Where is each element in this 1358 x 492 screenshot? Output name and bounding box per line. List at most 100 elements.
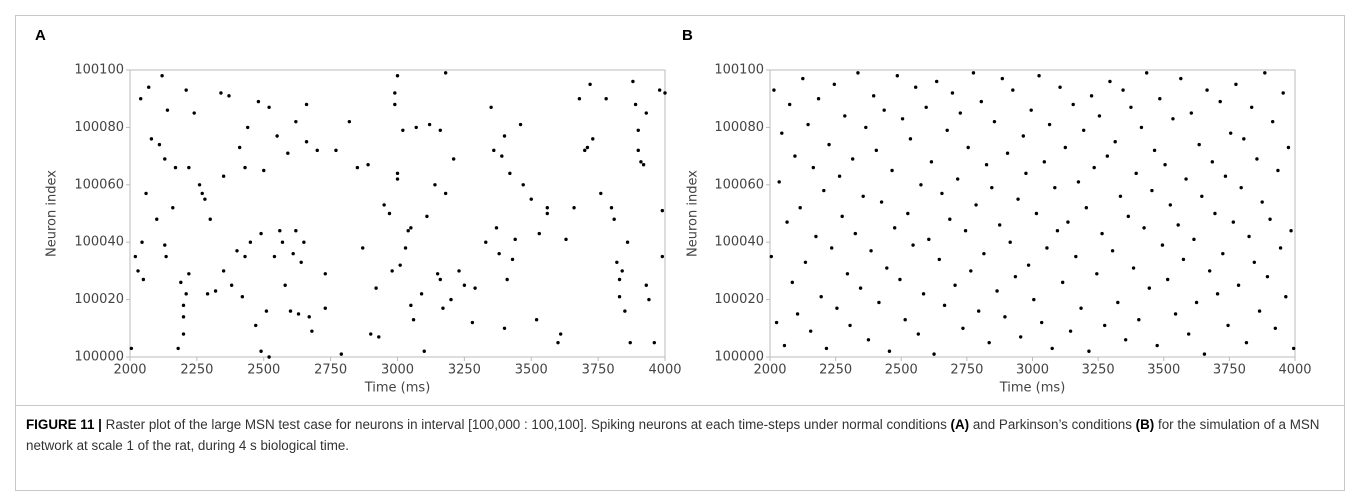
caption-text: and Parkinson’s conditions <box>972 417 1132 432</box>
spike-point <box>141 277 146 282</box>
spike-point <box>489 105 493 110</box>
spike-point <box>1171 117 1175 121</box>
spike-point <box>147 85 151 89</box>
spike-point <box>129 346 134 351</box>
spike-point <box>913 85 918 89</box>
spike-point <box>1152 148 1157 153</box>
spike-point <box>492 148 496 153</box>
spike-point <box>403 246 408 250</box>
x-tick-label: 3750 <box>1213 363 1246 378</box>
spike-point <box>585 145 590 150</box>
y-axis-label: Neuron index <box>45 170 60 257</box>
spike-point <box>187 272 191 276</box>
spike-point <box>1263 71 1267 75</box>
spike-point <box>219 91 223 95</box>
spike-point <box>633 102 638 107</box>
caption-ref: (B) <box>1135 417 1155 432</box>
spike-point <box>1021 134 1026 138</box>
caption-label: FIGURE 11 | <box>26 417 102 432</box>
spike-point <box>858 286 863 290</box>
spike-point <box>924 105 928 110</box>
caption-text: Raster plot of the large MSN test case f… <box>105 417 947 432</box>
spike-point <box>866 338 871 342</box>
spike-point <box>262 168 266 173</box>
spike-point <box>1116 300 1120 305</box>
spike-point <box>393 91 397 95</box>
spike-point <box>950 91 955 95</box>
spike-point <box>890 168 894 173</box>
spike-point <box>1097 114 1102 118</box>
spike-point <box>374 286 378 290</box>
spike-point <box>422 349 426 353</box>
spike-point <box>911 243 915 247</box>
spike-point <box>845 272 850 276</box>
spike-point <box>1200 194 1204 198</box>
spike-point <box>1134 171 1138 176</box>
spike-point <box>903 317 907 322</box>
spike-point <box>1060 280 1065 285</box>
spike-point <box>1037 74 1041 78</box>
spike-point <box>1286 145 1291 150</box>
spike-point <box>366 163 370 167</box>
spike-point <box>992 119 997 124</box>
x-tick-label: 3000 <box>381 363 414 378</box>
spike-point <box>409 303 413 308</box>
spike-point <box>583 148 587 153</box>
spike-point <box>1092 165 1096 170</box>
spike-point <box>310 329 314 333</box>
spike-point <box>772 88 776 92</box>
spike-point <box>1273 326 1278 330</box>
spike-point <box>945 128 949 132</box>
spike-point <box>827 142 831 147</box>
y-tick-label: 100060 <box>714 177 764 192</box>
spike-point <box>171 206 175 210</box>
spike-point <box>1071 102 1075 107</box>
caption: FIGURE 11 | Raster plot of the large MSN… <box>26 414 1326 456</box>
spike-point <box>1018 335 1023 339</box>
spike-point <box>1150 188 1154 193</box>
spike-point <box>848 323 852 328</box>
spike-point <box>840 214 844 219</box>
spike-point <box>390 269 394 273</box>
spike-point <box>641 163 646 167</box>
spike-point <box>470 320 475 325</box>
spike-point <box>1181 257 1186 262</box>
spike-point <box>1221 251 1225 256</box>
spike-point <box>521 183 525 187</box>
spike-point <box>811 165 816 170</box>
spike-point <box>782 343 787 348</box>
spike-point <box>409 226 413 230</box>
spike-point <box>953 283 957 287</box>
x-tick-label: 2250 <box>819 363 852 378</box>
spike-point <box>529 197 533 201</box>
spike-point <box>140 240 144 244</box>
spike-point <box>832 82 837 87</box>
spike-point <box>502 326 507 330</box>
spike-point <box>1024 171 1028 176</box>
spike-point <box>979 99 984 104</box>
spike-point <box>1131 266 1136 270</box>
spike-point <box>1008 240 1012 244</box>
spike-point <box>1197 142 1201 147</box>
spike-point <box>382 203 386 207</box>
y-tick-label: 100000 <box>74 350 124 365</box>
y-tick-label: 100080 <box>714 120 764 135</box>
spike-point <box>1257 309 1262 313</box>
spike-point <box>798 206 802 210</box>
spike-point <box>1239 185 1243 190</box>
spike-point <box>513 237 517 242</box>
spike-point <box>564 237 568 242</box>
spike-point <box>494 226 499 230</box>
spike-point <box>1053 185 1057 190</box>
spike-point <box>1050 346 1054 351</box>
spike-point <box>942 303 947 308</box>
spike-point <box>173 165 178 170</box>
spike-point <box>545 206 549 210</box>
spike-point <box>885 266 889 270</box>
spike-point <box>814 234 818 239</box>
spike-point <box>774 320 779 325</box>
spike-point <box>861 194 865 198</box>
spike-point <box>1205 88 1209 92</box>
spike-point <box>339 352 344 356</box>
spike-point <box>1242 137 1246 141</box>
